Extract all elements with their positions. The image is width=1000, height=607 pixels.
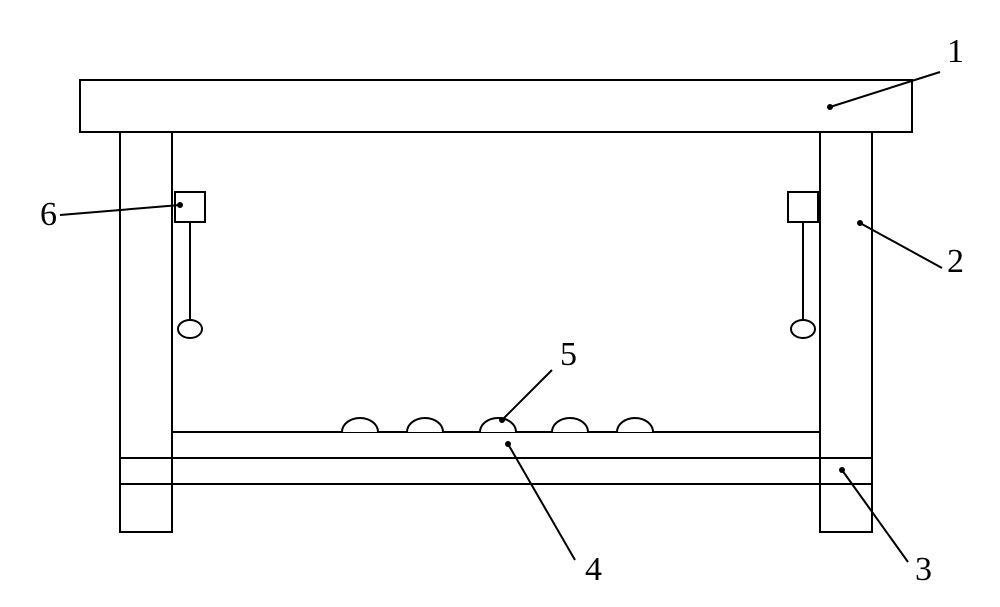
callout-dot-3 [839, 467, 845, 473]
callout-label-1: 1 [947, 33, 964, 70]
callout-label-2: 2 [947, 243, 964, 280]
callout-dot-6 [177, 202, 183, 208]
left-bracket-bulb [178, 320, 202, 338]
bump-5 [617, 418, 653, 432]
top-bar [80, 80, 912, 132]
callout-dot-2 [857, 220, 863, 226]
callout-dot-4 [505, 441, 511, 447]
bump-4 [552, 418, 588, 432]
callout-label-6: 6 [40, 196, 57, 233]
right-bracket-bulb [791, 320, 815, 338]
callout-label-4: 4 [585, 551, 602, 588]
lower-bar-upper [172, 432, 820, 458]
right-bracket-box [788, 192, 818, 222]
diagram-canvas: 1 2 3 4 5 6 [0, 0, 1000, 607]
callout-label-5: 5 [560, 336, 577, 373]
bump-3 [480, 418, 516, 432]
callout-dot-5 [499, 417, 505, 423]
lower-bar-lower [120, 458, 872, 484]
bump-2 [407, 418, 443, 432]
callout-label-3: 3 [915, 551, 932, 588]
bump-1 [342, 418, 378, 432]
callout-line-5 [502, 370, 552, 420]
callout-dot-1 [827, 104, 833, 110]
